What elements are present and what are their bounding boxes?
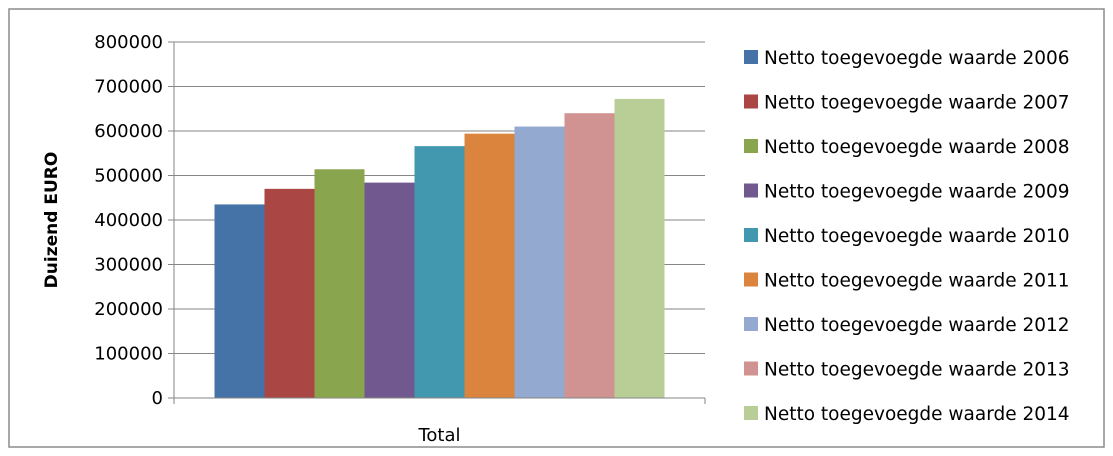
bar-netto-toegevoegde-waarde-2010 [414,146,465,398]
legend-label: Netto toegevoegde waarde 2011 [764,271,1070,292]
bar-netto-toegevoegde-waarde-2007 [264,188,315,398]
legend-label: Netto toegevoegde waarde 2012 [764,315,1070,336]
bar-netto-toegevoegde-waarde-2011 [464,133,515,399]
bar-netto-toegevoegde-waarde-2014 [614,98,665,399]
legend-swatch [744,228,758,242]
x-category-label: Total [417,425,460,446]
legend-swatch [744,361,758,376]
legend-label: Netto toegevoegde waarde 2013 [764,360,1070,381]
y-axis-title: Duizend EURO [42,152,62,289]
legend-label: Netto toegevoegde waarde 2007 [764,93,1070,114]
legend-swatch [744,50,758,64]
legend-label: Netto toegevoegde waarde 2006 [764,48,1070,69]
y-tick-label: 800000 [94,32,163,53]
bars [214,98,665,399]
legend-swatch [744,272,758,287]
bar-netto-toegevoegde-waarde-2013 [564,113,615,398]
legend-swatch [744,94,758,109]
axes [168,41,706,404]
legend-label: Netto toegevoegde waarde 2010 [764,226,1070,247]
legend-label: Netto toegevoegde waarde 2014 [764,404,1070,425]
bar-netto-toegevoegde-waarde-2012 [514,126,565,399]
legend-swatch [744,139,758,153]
y-tick-label: 600000 [94,121,163,142]
legend-swatch [744,317,758,331]
y-tick-label: 300000 [94,255,163,276]
y-tick-label: 400000 [94,210,163,231]
y-tick-label: 100000 [94,344,163,365]
legend-swatch [744,183,758,198]
bar-netto-toegevoegde-waarde-2009 [364,182,415,398]
legend-swatch [744,406,758,420]
y-tick-label: 200000 [94,299,163,320]
legend: Netto toegevoegde waarde 2006 Netto toege… [744,48,1070,425]
bar-netto-toegevoegde-waarde-2006 [214,204,265,398]
y-tick-label: 700000 [94,77,163,98]
y-tick-label: 500000 [94,166,163,187]
bar-netto-toegevoegde-waarde-2008 [314,169,365,398]
y-tick-labels: 0 100000 200000 300000 400000 500000 600000 700… [94,32,163,409]
legend-label: Netto toegevoegde waarde 2008 [764,137,1070,158]
y-tick-label: 0 [152,388,163,409]
legend-label: Netto toegevoegde waarde 2009 [764,182,1070,203]
